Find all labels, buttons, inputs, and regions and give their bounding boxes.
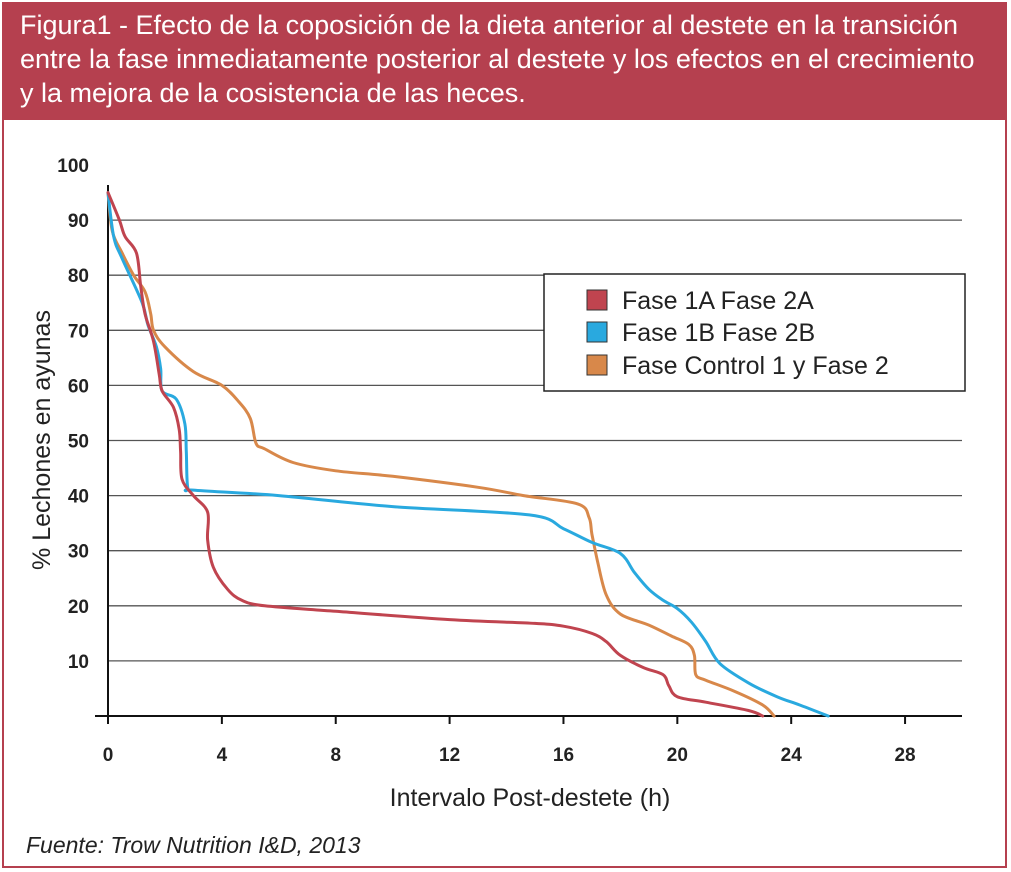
y-axis-label: % Lechones en ayunas	[28, 310, 56, 570]
legend: Fase 1A Fase 2A Fase 1B Fase 2B Fase Con…	[543, 273, 966, 392]
y-tick-100: 100	[57, 156, 89, 177]
x-tick-28: 28	[894, 745, 915, 766]
series-line-fase-1b-fase-2b	[106, 191, 830, 718]
x-tick-8: 8	[330, 745, 341, 766]
series-lines	[106, 191, 830, 718]
legend-swatch-fase-1b-fase-2b	[586, 321, 608, 343]
x-tick-labels: 0 4 8 12 16 20 24 28	[103, 745, 916, 766]
x-tick-0: 0	[103, 745, 114, 766]
x-tick-12: 12	[439, 745, 460, 766]
series-line-fase-1a-fase-2a	[106, 191, 765, 718]
legend-swatch-fase-1a-fase-2a	[586, 289, 608, 311]
legend-label-fase-1b-fase-2b: Fase 1B Fase 2B	[622, 319, 815, 347]
y-tick-10: 10	[68, 652, 89, 673]
y-tick-50: 50	[68, 432, 89, 453]
y-tick-70: 70	[68, 321, 89, 342]
y-tick-90: 90	[68, 211, 89, 232]
y-tick-30: 30	[68, 542, 89, 563]
legend-box	[543, 273, 966, 392]
x-tick-4: 4	[217, 745, 228, 766]
axes	[95, 185, 962, 724]
y-tick-80: 80	[68, 266, 89, 287]
legend-label-fase-1a-fase-2a: Fase 1A Fase 2A	[622, 287, 814, 315]
x-tick-24: 24	[781, 745, 803, 766]
y-tick-60: 60	[68, 376, 89, 397]
title-bar: Figura1 - Efecto de la coposición de la …	[2, 2, 1007, 120]
y-tick-labels: 10 20 30 40 50 60 70 80 90 100	[57, 156, 89, 673]
y-tick-20: 20	[68, 597, 89, 618]
x-tick-16: 16	[553, 745, 574, 766]
y-tick-40: 40	[68, 487, 89, 508]
legend-label-fase-control: Fase Control 1 y Fase 2	[622, 352, 889, 380]
x-axis-label: Intervalo Post-destete (h)	[390, 784, 671, 812]
figure-source: Fuente: Trow Nutrition I&D, 2013	[26, 832, 361, 858]
series-line-fase-control	[106, 191, 776, 718]
x-tick-20: 20	[667, 745, 688, 766]
legend-swatch-fase-control	[586, 354, 608, 376]
figure-title: Figura1 - Efecto de la coposición de la …	[20, 10, 975, 108]
